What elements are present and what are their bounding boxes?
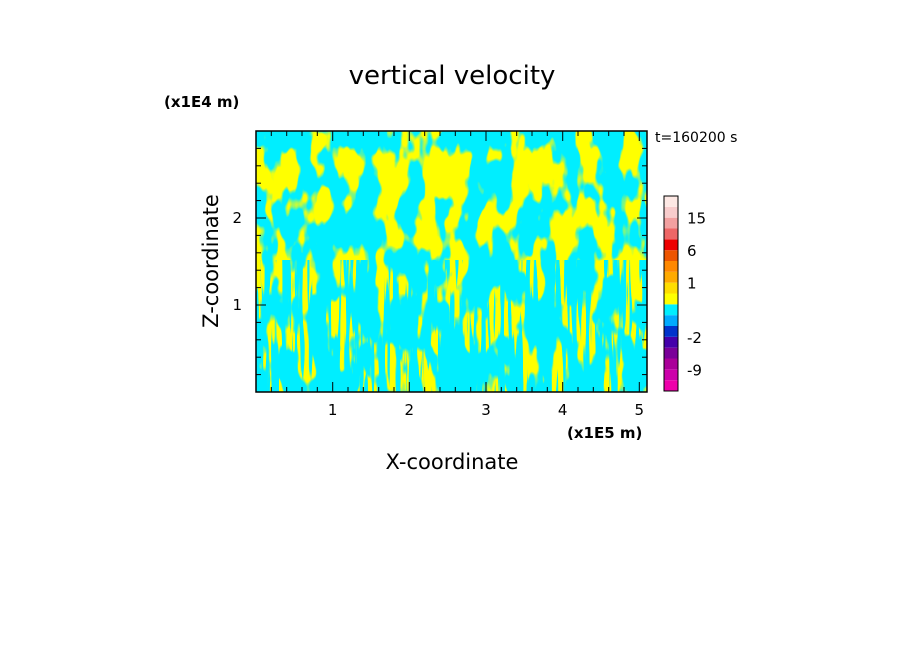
colorbar-band (664, 369, 678, 381)
x-scale-label: (x1E5 m) (567, 424, 642, 442)
colorbar-band (664, 315, 678, 326)
colorbar-band (664, 250, 678, 261)
x-tick-label: 2 (405, 401, 415, 419)
x-tick-label: 5 (635, 401, 645, 419)
time-label: t=160200 s (655, 130, 737, 146)
colorbar-band (664, 196, 678, 207)
colorbar-band (664, 239, 678, 251)
colorbar-band (664, 304, 678, 316)
colorbar-band (664, 336, 678, 348)
x-tick-label: 1 (328, 401, 338, 419)
y-tick-label: 1 (232, 296, 242, 314)
colorbar-tick-label: 6 (687, 242, 697, 260)
y-tick-label: 2 (232, 209, 242, 227)
colorbar-band (664, 347, 678, 359)
x-axis-label: X-coordinate (386, 450, 519, 474)
colorbar-tick-label: 15 (687, 210, 706, 228)
x-tick-label: 3 (481, 401, 491, 419)
colorbar-band (664, 293, 678, 305)
colorbar-tick-label: 1 (687, 275, 697, 293)
colorbar-band (664, 326, 678, 337)
colorbar-band (664, 380, 678, 391)
colorbar-tick-label: -2 (687, 329, 702, 347)
chart-title: vertical velocity (349, 61, 556, 91)
plot-frame (255, 130, 648, 393)
y-scale-label: (x1E4 m) (164, 93, 239, 111)
colorbar-frame (663, 195, 679, 392)
field-area (256, 131, 647, 392)
x-tick-label: 4 (558, 401, 568, 419)
colorbar-band (664, 261, 678, 272)
field-negative-streaks (256, 260, 647, 392)
axes: 1 2 3 4 5 1 2 (232, 130, 648, 419)
colorbar-band (664, 358, 678, 370)
colorbar-band (664, 206, 678, 218)
colorbar-band (664, 217, 678, 229)
colorbar-band (664, 228, 678, 240)
colorbar-band (664, 282, 678, 294)
colorbar: 15 6 1 -2 -9 (663, 195, 706, 392)
colorbar-tick-label: -9 (687, 361, 702, 379)
colorbar-band (664, 271, 678, 283)
y-axis-label: Z-coordinate (199, 194, 223, 328)
